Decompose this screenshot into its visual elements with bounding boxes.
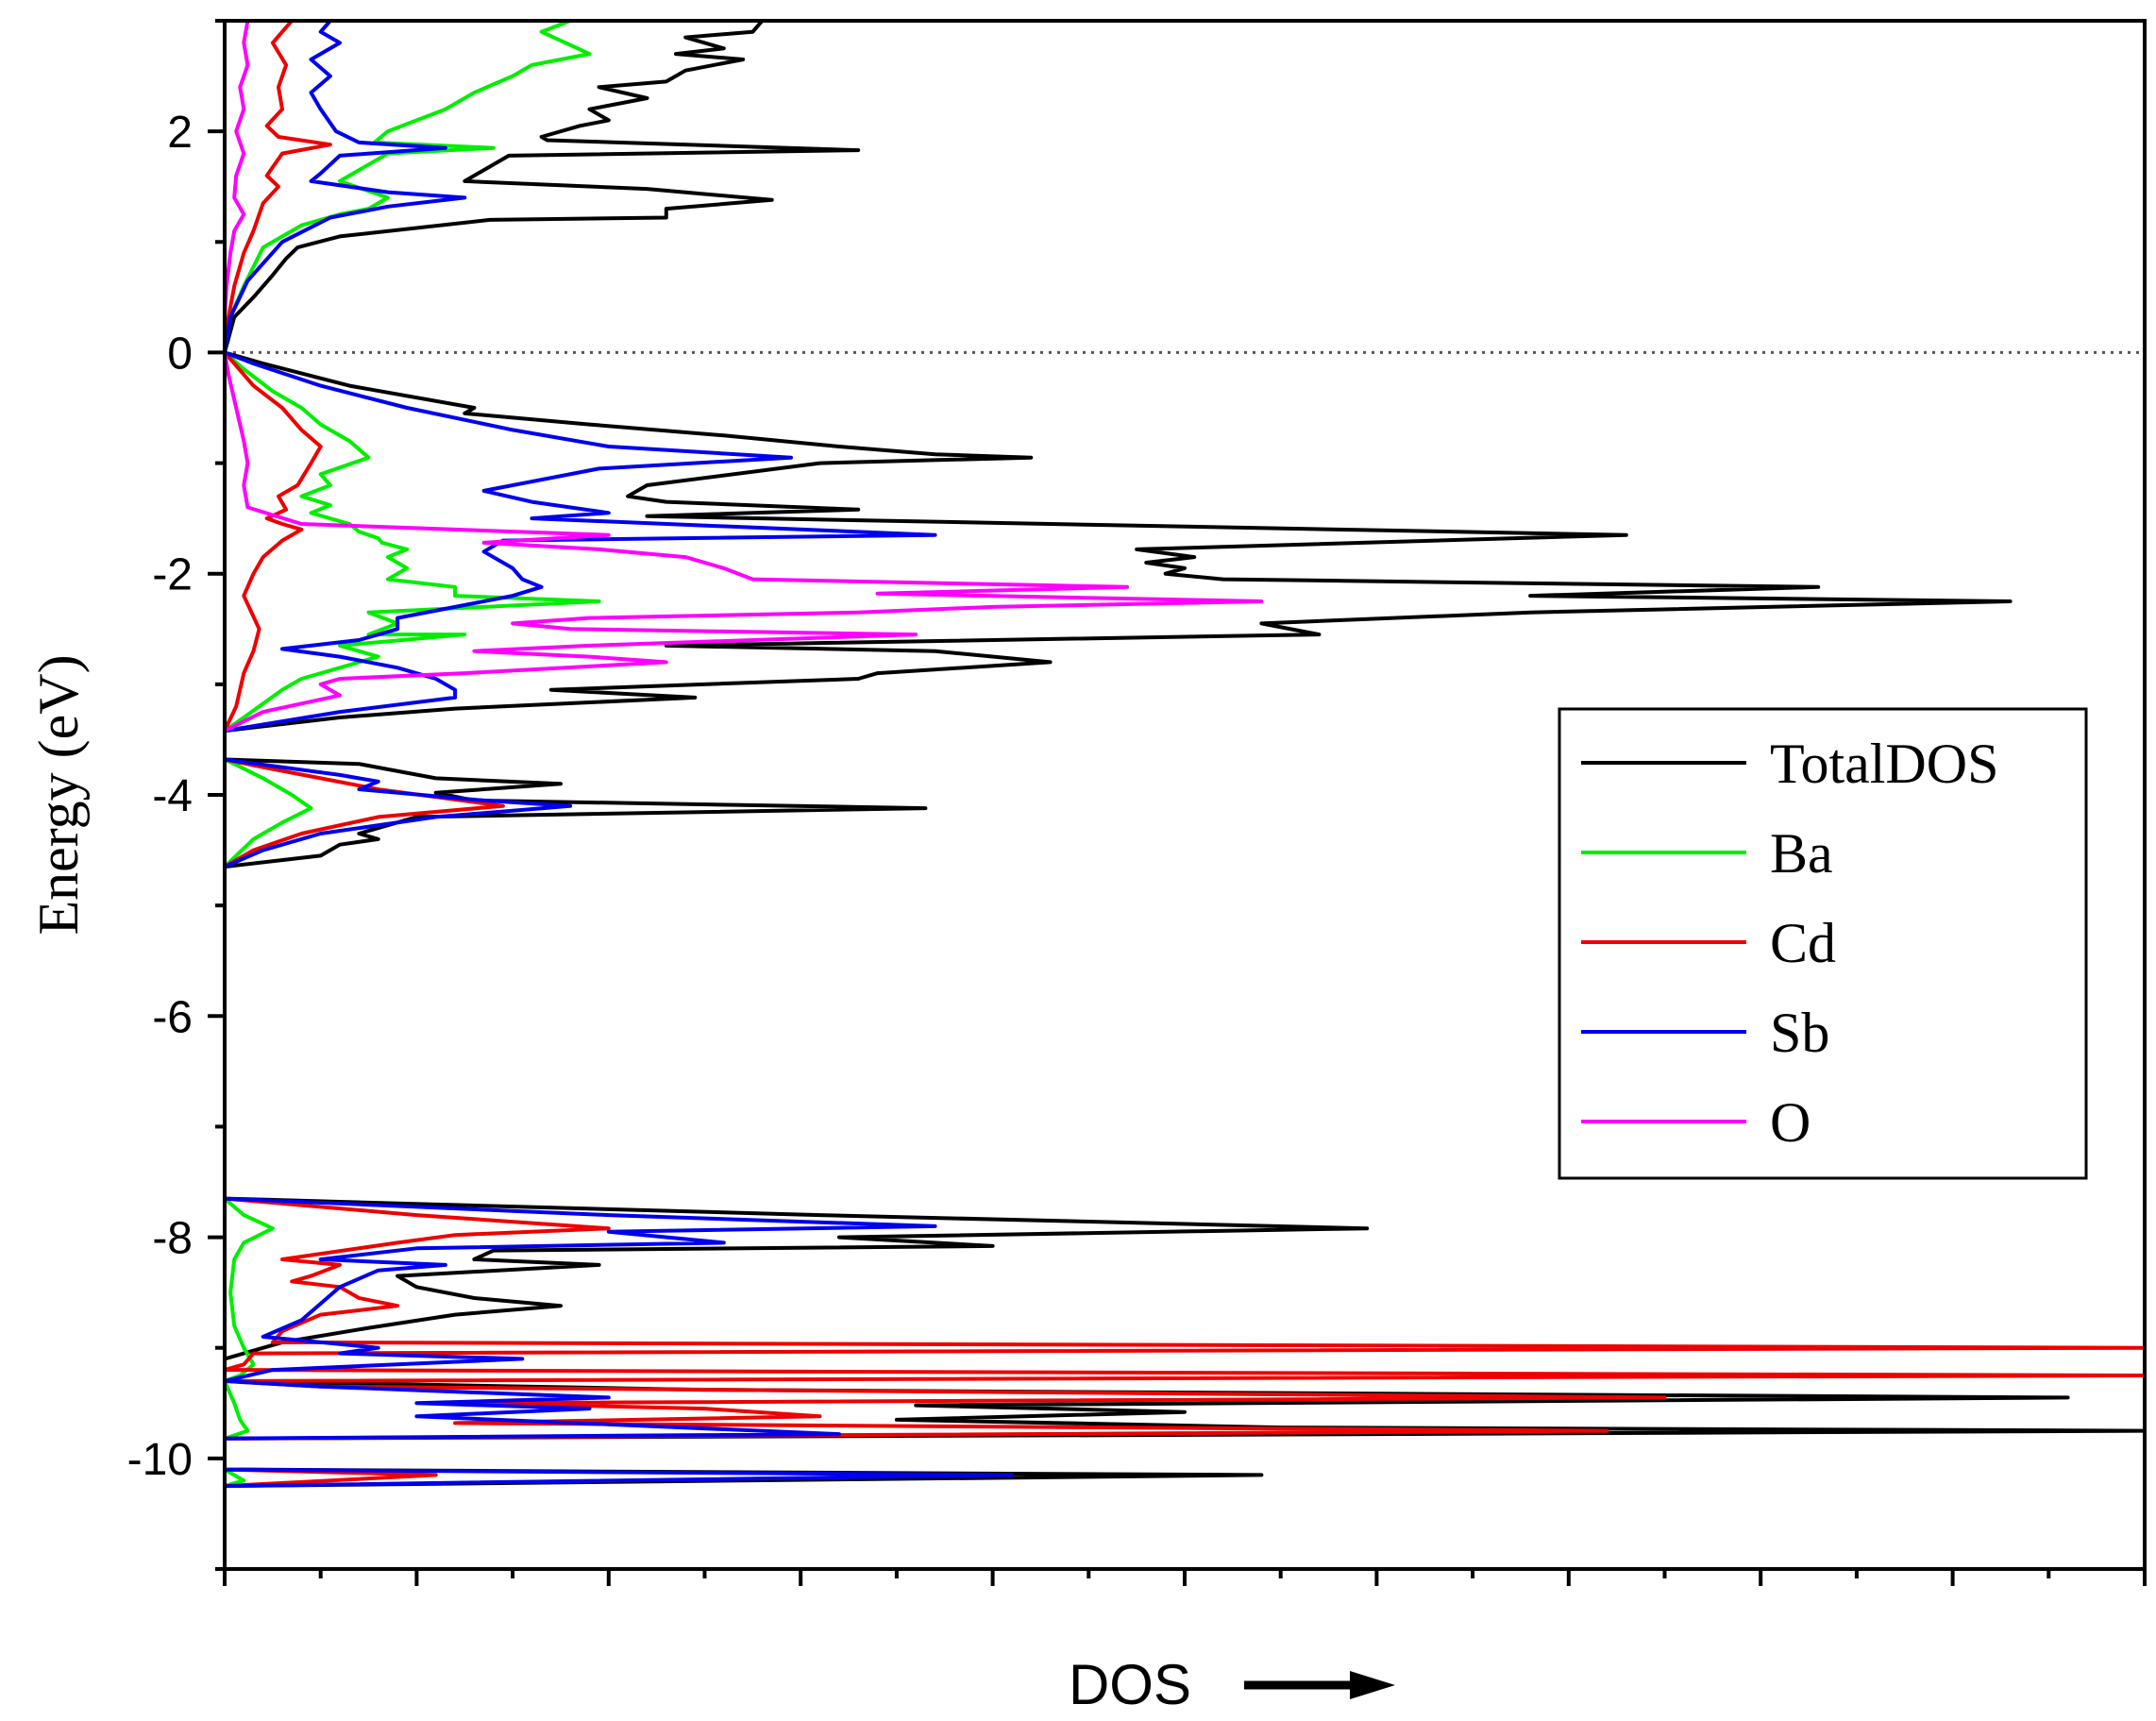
series-line-o — [225, 21, 1264, 1569]
right-arrow-icon — [1244, 1671, 1395, 1699]
legend: TotalDOS Ba Cd Sb O — [1558, 707, 2088, 1180]
y-tick-label: -6 — [152, 992, 193, 1042]
legend-label-o: O — [1770, 1091, 1811, 1154]
ticks-layer: 2 0 -2 -4 -6 -8 -10 — [127, 19, 2147, 1586]
legend-label-ba: Ba — [1770, 822, 1833, 885]
series-line-sb — [225, 21, 1014, 1569]
legend-label-cd: Cd — [1770, 912, 1836, 974]
y-tick-label: -10 — [127, 1435, 193, 1485]
y-tick-label: 2 — [167, 108, 193, 158]
legend-label-sb: Sb — [1770, 1002, 1829, 1064]
series-line-totaldos — [225, 21, 2145, 1569]
legend-label-totaldos: TotalDOS — [1770, 733, 1998, 795]
y-tick-label: -4 — [152, 771, 193, 821]
y-tick-label: -2 — [152, 550, 193, 600]
y-axis-title: Energy (eV) — [27, 654, 90, 935]
series-layer — [225, 21, 2145, 1569]
y-tick-label: -8 — [152, 1214, 193, 1264]
y-tick-label: 0 — [167, 329, 193, 379]
x-axis-title: DOS — [1069, 1653, 1191, 1716]
arrow-head — [1350, 1671, 1395, 1699]
